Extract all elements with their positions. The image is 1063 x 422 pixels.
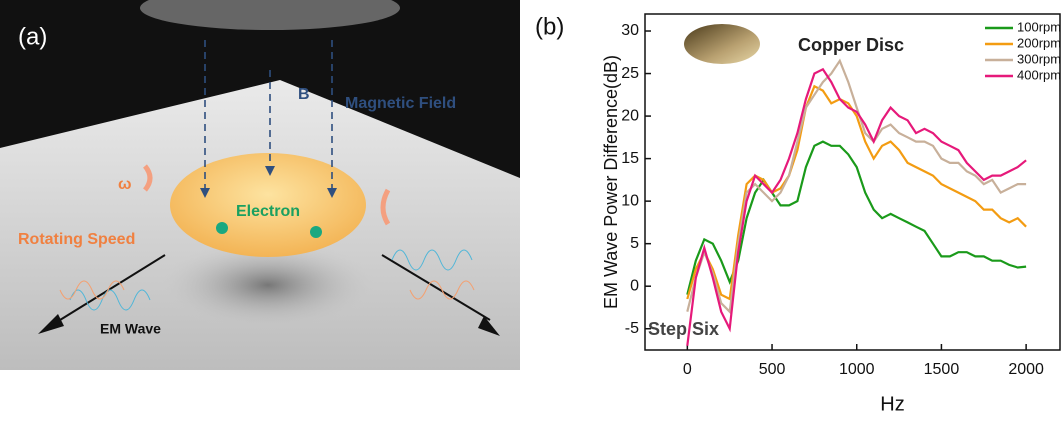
copper-icon bbox=[684, 24, 760, 64]
series-line bbox=[687, 86, 1026, 299]
series-line bbox=[687, 69, 1026, 345]
figure: (a) B Magnetic Field ω Electron Rotating… bbox=[0, 0, 1063, 417]
omega: ω bbox=[118, 176, 132, 193]
panel-label: (a) bbox=[18, 23, 47, 50]
wave-label: EM Wave bbox=[100, 321, 161, 337]
electron-icon bbox=[216, 222, 228, 234]
x-tick-label: 0 bbox=[683, 361, 692, 378]
x-tick-label: 1000 bbox=[839, 361, 875, 378]
legend-label: 300rpm bbox=[1017, 51, 1061, 66]
y-tick-label: -5 bbox=[625, 320, 639, 337]
annotation: Step Six bbox=[648, 319, 719, 339]
legend-label: 200rpm bbox=[1017, 35, 1061, 50]
field-symbol: B bbox=[298, 86, 310, 103]
y-tick-label: 25 bbox=[621, 65, 639, 82]
legend-label: 400rpm bbox=[1017, 67, 1061, 82]
y-tick-label: 30 bbox=[621, 22, 639, 39]
y-tick-label: 20 bbox=[621, 107, 639, 124]
panel-label: (b) bbox=[535, 13, 564, 40]
y-tick-label: 5 bbox=[630, 235, 639, 252]
rotating-label: Rotating Speed bbox=[18, 231, 135, 248]
y-tick-label: 15 bbox=[621, 150, 639, 167]
y-tick-label: 0 bbox=[630, 277, 639, 294]
x-tick-label: 1500 bbox=[924, 361, 960, 378]
annotation: Copper Disc bbox=[798, 35, 904, 55]
y-tick-label: 10 bbox=[621, 192, 639, 209]
plot-frame bbox=[645, 14, 1060, 350]
y-axis-label: EM Wave Power Difference(dB) bbox=[601, 55, 621, 309]
electron-label: Electron bbox=[236, 203, 300, 220]
electron-icon bbox=[310, 226, 322, 238]
page: {"panel_a": {"label": "(a)", "field_symb… bbox=[0, 0, 1063, 417]
field-label: Magnetic Field bbox=[345, 95, 456, 112]
x-tick-label: 500 bbox=[759, 361, 786, 378]
legend-label: 100rpm bbox=[1017, 19, 1061, 34]
series-line bbox=[687, 61, 1026, 312]
x-tick-label: 2000 bbox=[1008, 361, 1044, 378]
series-line bbox=[687, 142, 1026, 295]
x-axis-label: Hz bbox=[880, 393, 904, 415]
